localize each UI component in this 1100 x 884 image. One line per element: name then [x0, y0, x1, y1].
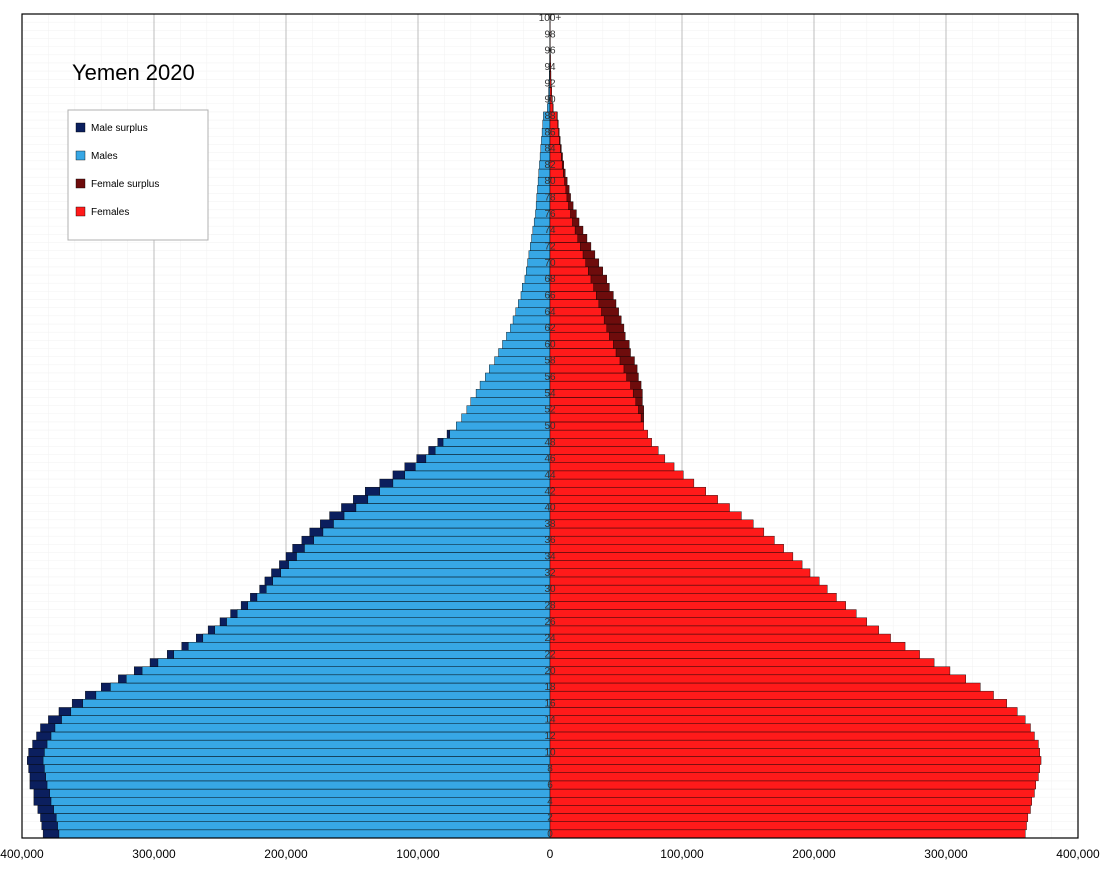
x-tick-label: 100,000 [660, 847, 704, 861]
age-label: 88 [544, 111, 556, 122]
x-tick-label: 200,000 [792, 847, 836, 861]
age-label: 98 [544, 29, 556, 40]
age-label: 30 [544, 584, 556, 595]
age-label: 64 [544, 307, 556, 318]
age-label: 12 [544, 731, 556, 742]
age-label: 22 [544, 649, 556, 660]
age-label: 80 [544, 176, 556, 187]
age-label: 52 [544, 405, 556, 416]
age-label: 50 [544, 421, 556, 432]
age-label: 48 [544, 437, 556, 448]
legend-label: Female surplus [91, 179, 159, 190]
age-label: 66 [544, 290, 556, 301]
x-tick-label: 0 [547, 847, 554, 861]
age-label: 74 [544, 225, 556, 236]
age-label: 68 [544, 274, 556, 285]
age-label: 10 [544, 747, 556, 758]
age-label: 34 [544, 552, 556, 563]
age-label: 58 [544, 356, 556, 367]
age-label: 28 [544, 600, 556, 611]
legend-label: Male surplus [91, 123, 148, 134]
legend-label: Females [91, 207, 129, 218]
legend-swatch [76, 123, 85, 132]
age-label: 32 [544, 568, 556, 579]
age-label: 90 [544, 95, 556, 106]
age-label: 8 [547, 764, 553, 775]
age-label: 46 [544, 454, 556, 465]
legend-swatch [76, 207, 85, 216]
age-label: 92 [544, 78, 556, 89]
age-label: 16 [544, 698, 556, 709]
x-tick-label: 300,000 [132, 847, 176, 861]
age-label: 42 [544, 486, 556, 497]
x-tick-label: 300,000 [924, 847, 968, 861]
age-label: 96 [544, 46, 556, 57]
age-label: 24 [544, 633, 556, 644]
age-label: 100+ [539, 13, 562, 24]
age-label: 40 [544, 503, 556, 514]
legend-label: Males [91, 151, 118, 162]
age-label: 18 [544, 682, 556, 693]
age-label: 38 [544, 519, 556, 530]
age-label: 6 [547, 780, 553, 791]
age-label: 84 [544, 144, 556, 155]
age-label: 20 [544, 666, 556, 677]
age-label: 2 [547, 813, 553, 824]
x-tick-label: 400,000 [0, 847, 44, 861]
age-label: 70 [544, 258, 556, 269]
x-tick-label: 200,000 [264, 847, 308, 861]
legend-swatch [76, 151, 85, 160]
age-label: 62 [544, 323, 556, 334]
age-label: 14 [544, 715, 556, 726]
age-label: 86 [544, 127, 556, 138]
x-tick-label: 400,000 [1056, 847, 1100, 861]
age-label: 78 [544, 193, 556, 204]
age-label: 4 [547, 796, 553, 807]
population-pyramid-chart: 0246810121416182022242628303234363840424… [0, 0, 1100, 884]
chart-title: Yemen 2020 [72, 60, 195, 85]
age-label: 44 [544, 470, 556, 481]
legend-swatch [76, 179, 85, 188]
age-label: 76 [544, 209, 556, 220]
age-label: 26 [544, 617, 556, 628]
age-label: 54 [544, 388, 556, 399]
age-label: 82 [544, 160, 556, 171]
age-label: 72 [544, 242, 556, 253]
age-label: 94 [544, 62, 556, 73]
age-label: 36 [544, 535, 556, 546]
age-label: 60 [544, 339, 556, 350]
age-label: 56 [544, 372, 556, 383]
x-tick-label: 100,000 [396, 847, 440, 861]
